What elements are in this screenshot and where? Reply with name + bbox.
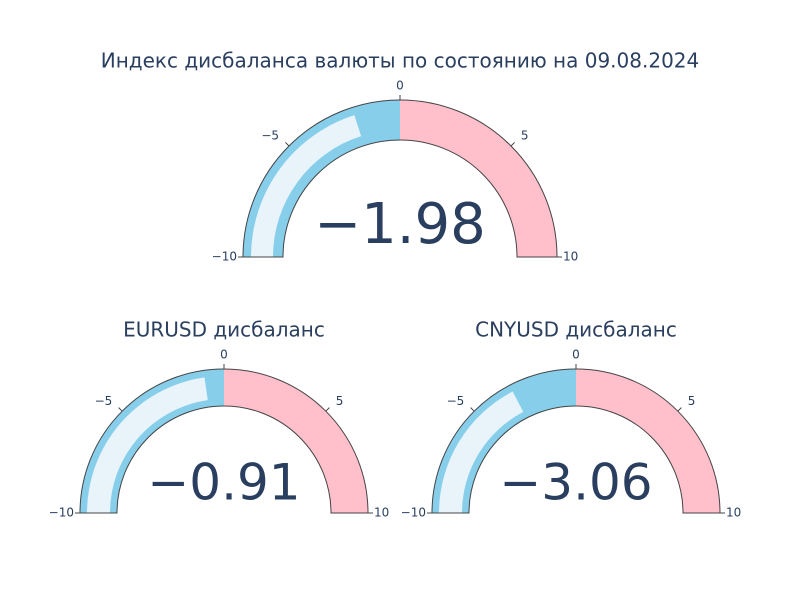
tick-label: −5 [447,394,465,408]
gauge-border [431,368,721,514]
tick-label: −10 [49,506,74,520]
tick-mark [510,142,515,147]
tick-label: −5 [95,394,113,408]
gauge-value: −3.06 [499,454,652,512]
tick-mark [677,407,682,412]
gauge-step [80,369,224,513]
gauge-title: EURUSD дисбаланс [123,318,325,342]
tick-mark [285,142,290,147]
gauge-bar [251,115,362,258]
gauge-title: CNYUSD дисбаланс [475,318,677,342]
gauge-step [224,369,368,513]
gauge-step [576,369,720,513]
gauge-value: −1.98 [314,192,486,257]
tick-label: −10 [212,250,237,264]
tick-mark [325,407,330,412]
gauge-title: Индекс дисбаланса валюты по состоянию на… [101,49,700,73]
tick-label: 10 [374,506,389,520]
tick-label: −10 [401,506,426,520]
tick-label: 0 [572,348,580,362]
tick-mark [470,407,475,412]
gauge-border [79,368,369,514]
gauge-border [242,99,558,258]
tick-label: 5 [688,394,696,408]
gauge-bar [87,377,208,513]
tick-label: 5 [336,394,344,408]
gauge-step [432,369,576,513]
tick-label: 0 [220,348,228,362]
tick-label: −5 [261,129,279,143]
tick-label: 5 [521,129,529,143]
gauge-bar [439,391,524,513]
gauge-value: −0.91 [147,454,300,512]
gauge-step [400,100,557,257]
gauge-step [243,100,400,257]
tick-mark [118,407,123,412]
tick-label: 10 [563,250,578,264]
tick-label: 0 [396,79,404,93]
tick-label: 10 [726,506,741,520]
